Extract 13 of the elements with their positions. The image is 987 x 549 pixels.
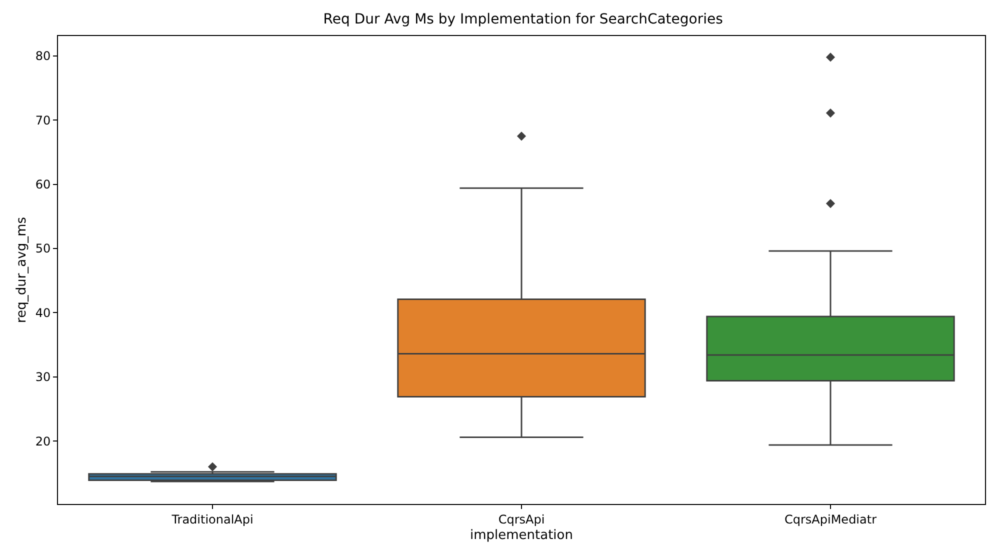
x-tick-label: TraditionalApi: [170, 512, 254, 526]
chart-title: Req Dur Avg Ms by Implementation for SearchCategories: [323, 12, 723, 28]
y-tick-label: 80: [35, 49, 51, 64]
y-tick-label: 50: [35, 242, 51, 256]
y-tick-label: 70: [35, 113, 51, 128]
y-tick-label: 30: [35, 370, 51, 384]
x-tick-label: CqrsApiMediatr: [784, 512, 877, 526]
y-axis-title: req_dur_avg_ms: [14, 216, 30, 323]
y-tick-label: 40: [35, 306, 51, 320]
x-tick-label: CqrsApi: [498, 512, 545, 526]
y-tick-label: 60: [35, 178, 51, 192]
x-axis-title: implementation: [470, 528, 574, 543]
y-tick-label: 20: [35, 434, 51, 448]
